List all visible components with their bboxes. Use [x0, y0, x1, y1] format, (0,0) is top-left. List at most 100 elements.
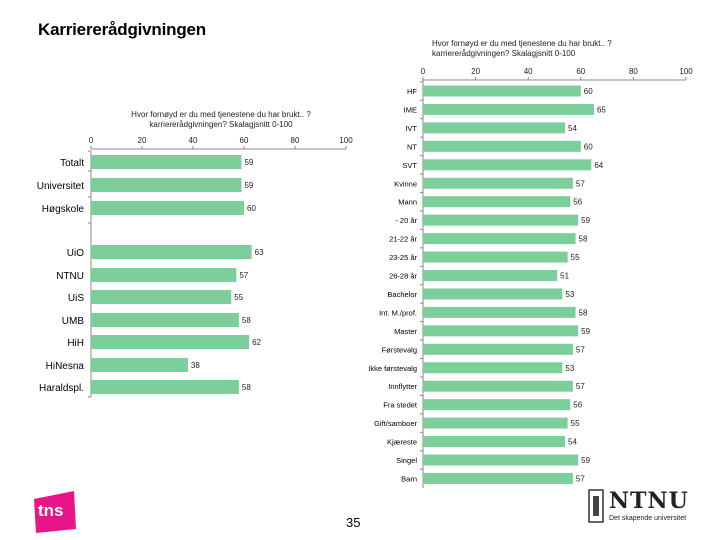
left-bar-value: 58: [242, 383, 251, 392]
right-bar: [423, 417, 568, 429]
left-x-tick-label: 0: [89, 136, 94, 145]
right-bar: [423, 380, 573, 392]
tns-logo: tns: [30, 485, 78, 535]
left-bar: [91, 155, 242, 169]
right-category-label: Mann: [398, 198, 417, 207]
right-bar: [423, 251, 568, 263]
right-category-label: Barn: [401, 474, 417, 483]
left-x-tick-label: 60: [240, 136, 249, 145]
right-x-tick-label: 80: [629, 67, 638, 76]
right-bar-value: 51: [560, 272, 569, 281]
right-bar-value: 59: [581, 216, 590, 225]
left-category-label: UiO: [67, 248, 84, 259]
page-title: Karriererådgivningen: [38, 20, 206, 39]
right-category-label: 23-25 år: [389, 253, 417, 262]
left-bar: [91, 290, 232, 304]
right-category-label: Master: [394, 327, 417, 336]
left-x-tick-label: 100: [339, 136, 353, 145]
left-category-label: UMB: [62, 316, 85, 327]
right-bar-value: 58: [579, 235, 588, 244]
left-bar-value: 63: [255, 248, 264, 257]
left-category-label: Universitet: [37, 181, 84, 192]
right-category-label: - 20 år: [395, 216, 417, 225]
right-category-label: Gift/samboer: [374, 419, 417, 428]
right-bar-value: 55: [571, 253, 580, 262]
right-bar-value: 57: [576, 382, 585, 391]
right-chart-title: Hvor fornøyd er du med tjenestene du har…: [432, 39, 612, 58]
left-bar: [91, 178, 242, 192]
right-bar: [423, 270, 558, 281]
left-category-label: HiNesna: [46, 361, 85, 372]
right-bar: [423, 233, 576, 245]
right-bar: [423, 306, 576, 318]
tns-logo-text: tns: [38, 501, 64, 520]
right-bar-value: 53: [565, 364, 574, 373]
left-bar-value: 55: [234, 293, 243, 302]
right-category-label: Bachelor: [387, 290, 417, 299]
right-bar-value: 54: [568, 438, 577, 447]
right-bar-value: 59: [581, 327, 590, 336]
left-bar: [91, 201, 244, 215]
right-category-label: 21-22 år: [389, 235, 417, 244]
left-bar: [91, 268, 237, 282]
left-bar-value: 62: [252, 338, 261, 347]
left-bar-value: 57: [239, 271, 248, 280]
ntnu-logo-name: NTNU: [609, 488, 689, 514]
right-bar: [423, 399, 571, 411]
right-bar-value: 57: [576, 474, 585, 483]
right-bar: [423, 122, 566, 134]
left-category-label: Høgskole: [42, 204, 85, 215]
left-bar-value: 58: [242, 316, 251, 325]
right-category-label: Førstevalg: [382, 345, 417, 354]
right-bar: [423, 103, 594, 115]
right-category-label: HF: [407, 87, 417, 96]
right-bar-value: 57: [576, 179, 585, 188]
left-category-label: Totalt: [60, 158, 84, 169]
right-category-label: Kvinne: [394, 179, 417, 188]
ntnu-logo: NTNU Det skapende universitet: [585, 488, 695, 528]
right-bar-value: 54: [568, 124, 577, 133]
right-bar: [423, 177, 573, 189]
right-category-label: Fra stedet: [383, 401, 418, 410]
left-category-label: NTNU: [56, 271, 84, 282]
right-bar: [423, 436, 566, 448]
right-bar-value: 65: [597, 105, 606, 114]
right-bar: [423, 343, 573, 355]
right-bar: [423, 159, 592, 171]
right-category-label: Innflytter: [388, 382, 417, 391]
right-bar: [423, 288, 563, 300]
right-bar-value: 59: [581, 456, 590, 465]
right-bar-value: 53: [565, 290, 574, 299]
left-x-tick-label: 80: [291, 136, 300, 145]
right-category-label: SVT: [402, 161, 417, 170]
left-bar-value: 59: [244, 158, 253, 167]
left-bar: [91, 335, 250, 349]
right-bar-value: 60: [584, 87, 593, 96]
ntnu-emblem-icon: [588, 489, 604, 523]
right-x-tick-label: 20: [471, 67, 480, 76]
right-category-label: 26-28 år: [389, 272, 417, 281]
right-bar: [423, 85, 581, 97]
right-bar: [423, 454, 579, 466]
left-bar: [91, 358, 188, 372]
right-bar: [423, 140, 581, 152]
right-x-tick-label: 100: [679, 67, 693, 76]
right-x-tick-label: 40: [524, 67, 533, 76]
left-category-label: HiH: [67, 338, 84, 349]
right-bar: [423, 362, 563, 374]
left-x-tick-label: 40: [189, 136, 198, 145]
right-bar-value: 55: [571, 419, 580, 428]
right-category-label: Kjæreste: [387, 438, 417, 447]
right-bar-value: 56: [573, 401, 582, 410]
right-x-tick-label: 0: [421, 67, 426, 76]
right-bar-value: 58: [579, 308, 588, 317]
left-bar: [91, 313, 239, 327]
left-bar-value: 59: [244, 181, 253, 190]
right-category-label: IVT: [405, 124, 417, 133]
right-bar-value: 64: [594, 161, 603, 170]
right-category-label: Int. M./prof.: [379, 308, 417, 317]
tns-logo-shape: [34, 491, 76, 533]
right-bar-value: 57: [576, 345, 585, 354]
right-category-label: IME: [404, 105, 417, 114]
